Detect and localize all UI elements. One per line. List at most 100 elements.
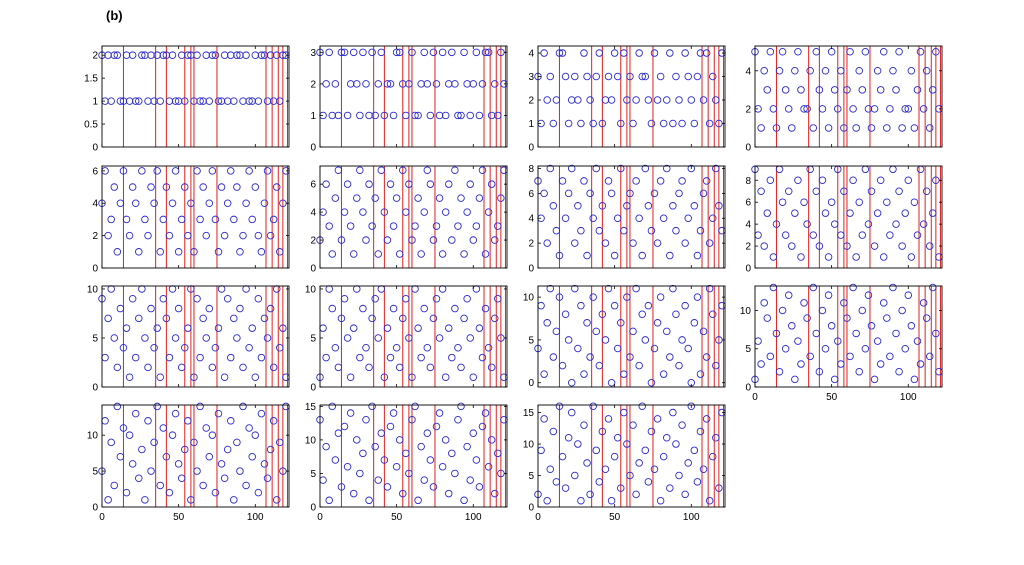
y-tick-label: 10 [87,431,99,442]
data-point [153,402,161,411]
data-point [687,402,696,411]
data-point [395,250,404,258]
data-point [236,467,244,475]
data-point [537,301,545,310]
data-point [620,49,628,57]
data-point [708,214,717,222]
y-tick-label: 4 [528,49,534,60]
data-point [141,51,149,59]
data-point [110,334,119,342]
data-point [445,489,453,498]
data-point [171,334,180,342]
data-point [620,370,628,378]
data-point [546,72,555,81]
data-point [696,370,705,378]
data-point [414,496,422,505]
data-point [794,176,802,185]
data-point [190,373,198,381]
data-point [574,202,582,210]
data-point [604,415,613,423]
data-point [803,220,811,228]
data-point [322,353,330,362]
data-point [337,483,346,491]
data-point [754,231,762,239]
data-point [595,49,604,57]
data-point [916,47,925,56]
data-point [263,167,272,175]
data-point [540,189,548,198]
data-point [260,314,269,323]
data-point [843,86,851,94]
data-point [586,189,594,198]
data-point [217,183,226,191]
data-point [227,417,235,425]
data-point [607,496,616,505]
data-point [669,119,677,128]
data-point [546,284,555,293]
data-point [460,250,468,258]
y-tick-label: 5 [528,335,534,346]
subplot-14: 0 5 10 15 0 50 100 [305,402,508,523]
data-point [626,72,634,81]
data-point [712,361,720,370]
data-point [484,344,493,352]
data-point [414,324,422,332]
data-point [435,194,444,202]
axes-frame [537,165,726,269]
data-point [913,231,922,239]
data-point [699,327,708,336]
data-point [543,319,551,327]
data-point [220,231,229,240]
data-point [457,402,465,411]
y-tick-label: 0 [745,383,751,394]
data-point [659,119,668,128]
data-point [500,166,508,174]
data-point [604,284,613,293]
data-point [760,299,768,307]
data-point [598,119,607,128]
data-point [380,373,389,381]
data-point [119,344,128,352]
data-point [113,402,122,411]
data-point [546,465,555,473]
y-tick-label: 1 [310,111,316,122]
data-point [472,222,481,230]
data-point [217,285,226,293]
data-point [778,47,787,56]
data-point [635,361,643,370]
data-point [411,285,419,293]
data-point [408,373,416,381]
data-point [574,344,582,353]
data-point [620,408,628,417]
data-point [233,438,241,447]
data-point [107,438,115,447]
data-point [162,452,171,461]
data-point [806,67,814,75]
data-point [432,422,441,431]
data-point [331,456,340,464]
data-point [478,353,487,362]
data-point [925,124,934,132]
data-point [141,334,149,342]
data-point [365,180,373,188]
data-point [478,80,487,88]
data-point [681,490,689,499]
data-point [457,363,465,372]
data-point [156,248,164,256]
data-point [775,67,784,75]
data-point [451,469,459,478]
data-point [617,484,625,492]
data-point [104,51,112,59]
data-point [276,97,284,105]
data-point [122,51,131,59]
data-point [337,236,346,244]
data-point [260,199,269,207]
data-point [663,96,671,104]
data-point [598,202,607,210]
data-point [389,222,398,230]
data-point [889,165,897,174]
data-point [647,378,656,387]
x-tick-label: 100 [247,512,264,523]
data-point [935,367,943,376]
